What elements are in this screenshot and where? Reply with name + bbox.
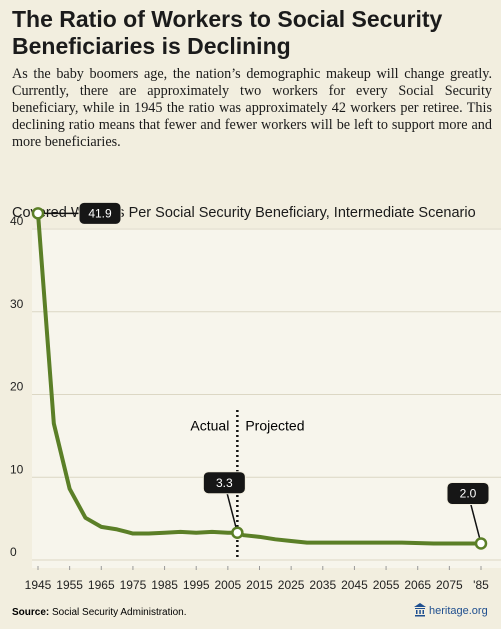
title: The Ratio of Workers to Social Security … xyxy=(12,6,443,59)
x-tick-label: 2005 xyxy=(215,578,242,592)
value-label: 3.3 xyxy=(216,476,233,490)
x-tick-label: 1965 xyxy=(88,578,115,592)
chart-title: Covered Workers Per Social Security Bene… xyxy=(12,205,476,221)
marker xyxy=(231,526,244,539)
value-label: 2.0 xyxy=(460,487,477,501)
x-tick-label: 2075 xyxy=(436,578,463,592)
logo-text: heritage.org xyxy=(429,605,488,617)
y-tick-label: 10 xyxy=(10,462,24,476)
logo: heritage.org xyxy=(414,603,488,617)
y-tick-label: 20 xyxy=(10,380,24,394)
x-tick-label: 2065 xyxy=(404,578,431,592)
x-tick-label: 2025 xyxy=(278,578,305,592)
annotation-actual: Actual xyxy=(190,418,229,434)
x-tick-label: 1995 xyxy=(183,578,210,592)
x-tick-label: 1945 xyxy=(25,578,52,592)
y-tick-label: 0 xyxy=(10,545,17,559)
source: Source: Social Security Administration. xyxy=(12,607,187,618)
callout-box xyxy=(202,471,246,495)
value-label: 41.9 xyxy=(88,206,112,220)
x-tick-label: '85 xyxy=(473,578,489,592)
y-tick-label: 40 xyxy=(10,214,24,228)
x-tick-label: 1985 xyxy=(151,578,178,592)
x-tick-label: 2045 xyxy=(341,578,368,592)
x-tick-label: 1975 xyxy=(120,578,147,592)
logo-icon xyxy=(414,603,426,617)
callout-box xyxy=(446,481,490,505)
marker xyxy=(31,207,45,220)
x-tick-label: 2035 xyxy=(309,578,336,592)
source-text: Social Security Administration. xyxy=(52,607,187,618)
plot-background xyxy=(32,228,501,568)
callout-box xyxy=(78,201,122,225)
annotation-projected: Projected xyxy=(245,418,304,434)
x-tick-label: 2055 xyxy=(373,578,400,592)
x-tick-label: 1955 xyxy=(56,578,83,592)
marker xyxy=(474,537,488,550)
subtitle: As the baby boomers age, the nation’s de… xyxy=(12,66,492,150)
x-tick-label: 2015 xyxy=(246,578,273,592)
source-label: Source: xyxy=(12,607,49,618)
y-tick-label: 30 xyxy=(10,297,24,311)
